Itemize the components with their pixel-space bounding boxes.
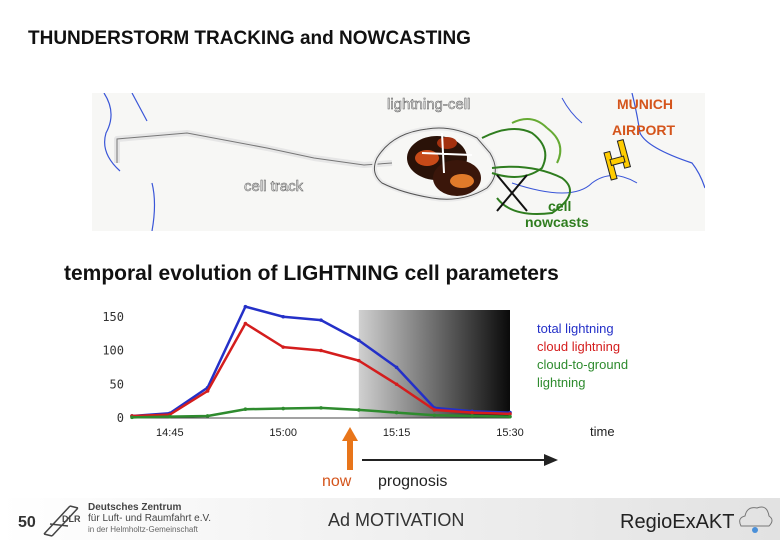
lightning-cell-label: lightning-cell — [387, 96, 470, 113]
data-point — [394, 382, 399, 387]
prognosis-label: prognosis — [378, 473, 448, 490]
data-point — [319, 318, 323, 322]
data-point — [243, 304, 248, 309]
airport-label-2: AIRPORT — [612, 122, 675, 138]
airport-label-1: MUNICH — [617, 96, 673, 112]
data-point — [243, 407, 248, 412]
data-point — [432, 408, 437, 412]
data-point — [281, 314, 285, 319]
y-tick-label: 100 — [102, 344, 124, 358]
cell-track-outline — [116, 132, 393, 166]
nowcast-contour — [481, 128, 547, 178]
legend-entry: total lightning — [537, 321, 614, 336]
data-point — [394, 365, 399, 370]
data-point — [319, 406, 323, 410]
river-line — [631, 92, 706, 189]
data-point — [470, 410, 475, 415]
nowcast-x-mark — [496, 174, 528, 212]
nowcast-contour — [511, 118, 548, 129]
map-graphic: lightning-cell MUNICH AIRPORT cell track… — [103, 92, 706, 232]
river-line — [151, 182, 156, 232]
data-point — [357, 408, 361, 412]
river-line — [103, 92, 121, 172]
cell-core-hot — [437, 137, 457, 149]
data-point — [357, 338, 361, 343]
data-point — [394, 410, 399, 415]
cell-outline-edge — [373, 127, 496, 200]
chart-section-title: temporal evolution of LIGHTNING cell par… — [64, 262, 559, 285]
now-arrow — [340, 425, 360, 470]
lightning-chart: 0 50 100 150 14:45 15:00 15:15 15:30 time total l… — [102, 304, 628, 439]
x-tick-label: 15:15 — [383, 427, 411, 439]
data-point — [281, 406, 285, 411]
data-point — [319, 348, 323, 353]
y-tick-label: 0 — [117, 411, 124, 425]
nowcast-contour — [546, 127, 562, 164]
cell-core-hot — [450, 174, 474, 188]
y-tick-label: 150 — [102, 310, 124, 324]
footer-bar — [0, 498, 780, 540]
legend-entry: cloud-to-ground — [537, 357, 628, 372]
airport-icon — [603, 138, 632, 181]
data-point — [243, 321, 248, 326]
legend-entry: lightning — [537, 375, 585, 390]
river-line — [511, 175, 638, 194]
data-point — [205, 389, 210, 393]
data-point — [508, 414, 512, 419]
footer-label: Ad MOTIVATION — [328, 510, 465, 530]
x-tick-label: 15:00 — [269, 427, 297, 439]
org-name-2: für Luft- und Raumfahrt e.V. — [88, 513, 212, 524]
org-name-3: in der Helmholtz-Gemeinschaft — [88, 525, 198, 534]
org-tag: DLR — [62, 514, 81, 524]
x-tick-label: 14:45 — [156, 427, 184, 439]
data-point — [168, 414, 172, 419]
data-point — [508, 412, 512, 416]
prognosis-shading — [358, 310, 510, 418]
arrow-up-icon — [342, 427, 358, 470]
data-point — [432, 413, 437, 418]
y-tick-label: 50 — [110, 377, 124, 391]
page-title: THUNDERSTORM TRACKING and NOWCASTING — [28, 28, 471, 49]
x-axis-label: time — [590, 424, 615, 439]
nowcast-contour — [491, 165, 571, 215]
nowcasts-label-1: cell — [548, 198, 571, 214]
data-point — [130, 415, 134, 420]
page-number: 50 — [18, 514, 36, 531]
data-point — [281, 345, 285, 349]
now-label: now — [322, 473, 352, 490]
lightning-map: lightning-cell MUNICH AIRPORT cell track… — [92, 92, 706, 232]
nowcasts-label-2: nowcasts — [525, 214, 589, 230]
arrow-right-icon — [362, 454, 558, 466]
legend-entry: cloud lightning — [537, 339, 620, 354]
cell-track-path — [114, 130, 393, 168]
dlr-logo-icon — [40, 500, 84, 538]
org-name-1: Deutsches Zentrum — [88, 502, 182, 513]
data-point — [470, 414, 475, 418]
cell-cross — [421, 132, 473, 174]
river-line — [561, 97, 583, 124]
cell-track-label: cell track — [244, 178, 304, 195]
prognosis-arrow — [360, 452, 560, 468]
x-tick-label: 15:30 — [496, 427, 524, 439]
data-point — [357, 358, 361, 363]
river-line — [131, 92, 148, 122]
brand-logo: RegioExAKT — [620, 511, 735, 533]
cloud-logo-icon — [735, 500, 775, 536]
data-point — [205, 414, 210, 418]
